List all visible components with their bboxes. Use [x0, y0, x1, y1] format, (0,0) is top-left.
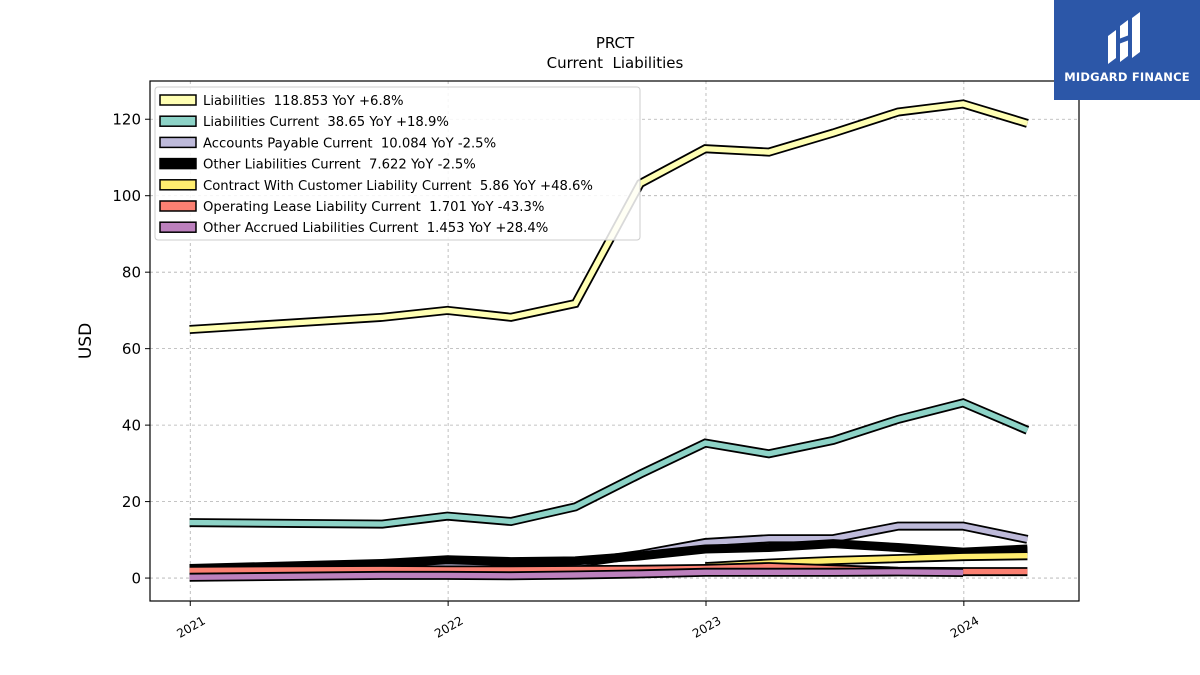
x-tick-label-3: 2024: [948, 613, 981, 640]
legend-label-5: Operating Lease Liability Current 1.701 …: [203, 200, 544, 215]
y-tick-label-0: 0: [131, 570, 141, 588]
x-tick-label-1: 2022: [432, 613, 465, 640]
y-tick-label-2: 40: [122, 417, 141, 435]
x-axis: 2021 2022 2023 2024: [174, 601, 981, 641]
legend-swatch-2: [159, 136, 197, 149]
midgard-logo: MIDGARD FINANCE: [1054, 0, 1200, 100]
legend-swatch-0: [159, 94, 197, 106]
chart-subtitle: Current Liabilities: [547, 54, 684, 72]
y-tick-label-5: 100: [112, 187, 141, 205]
legend-swatch-5: [159, 200, 197, 212]
y-axis-label: USD: [76, 323, 96, 359]
logo-text: MIDGARD FINANCE: [1064, 70, 1190, 84]
legend-label-2: Accounts Payable Current 10.084 YoY -2.5…: [203, 136, 496, 151]
legend-label-4: Contract With Customer Liability Current…: [203, 179, 593, 194]
x-tick-label-0: 2021: [174, 613, 207, 640]
plot-series: [189, 99, 1030, 582]
legend-label-1: Liabilities Current 38.65 YoY +18.9%: [203, 115, 449, 130]
legend-label-3: Other Liabilities Current 7.622 YoY -2.5…: [203, 158, 476, 173]
y-axis: 0 20 40 60 80 100 120: [112, 111, 150, 588]
y-tick-label-1: 20: [122, 493, 141, 511]
y-tick-label-4: 80: [122, 264, 141, 282]
legend: Liabilities 118.853 YoY +6.8% Liabilities…: [154, 86, 641, 241]
y-tick-label-3: 60: [122, 340, 141, 358]
plot-frame: [149, 80, 1080, 602]
series-line-6: [189, 569, 964, 580]
series-line-0: [189, 101, 1029, 333]
legend-swatch-4: [159, 179, 197, 191]
legend-label-0: Liabilities 118.853 YoY +6.8%: [203, 94, 404, 109]
legend-label-6: Other Accrued Liabilities Current 1.453 …: [203, 221, 548, 236]
chart-title: PRCT: [596, 34, 635, 52]
x-tick-label-2: 2023: [690, 613, 723, 640]
legend-swatch-3: [159, 157, 197, 170]
legend-swatch-6: [159, 221, 197, 233]
series-line-3: [189, 540, 1028, 572]
legend-box: [154, 86, 641, 241]
y-tick-label-6: 120: [112, 111, 141, 129]
midgard-logo-mark-icon: [1108, 12, 1140, 64]
series-line-1: [189, 400, 1029, 527]
legend-swatch-1: [159, 115, 197, 127]
